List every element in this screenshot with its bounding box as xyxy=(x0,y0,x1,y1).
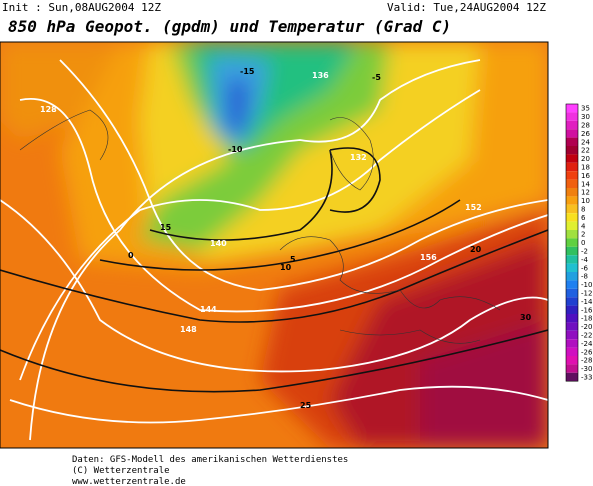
colorbar-swatch xyxy=(566,171,578,180)
contour-label: 30 xyxy=(520,313,532,322)
colorbar-label: 22 xyxy=(581,147,590,155)
colorbar-label: -28 xyxy=(581,357,592,365)
colorbar-swatch xyxy=(566,246,578,256)
colorbar-swatch xyxy=(566,162,578,172)
map-field xyxy=(0,42,548,448)
colorbar-swatch xyxy=(566,179,578,188)
colorbar-label: -20 xyxy=(581,323,592,331)
colorbar-swatch xyxy=(566,120,578,130)
colorbar-swatch xyxy=(566,104,578,113)
colorbar-swatch xyxy=(566,314,578,323)
contour-label: 144 xyxy=(200,305,217,314)
colorbar-label: -30 xyxy=(581,365,592,373)
colorbar-label: -8 xyxy=(581,273,588,281)
colorbar-frame xyxy=(565,103,579,382)
footer-url: www.wetterzentrale.de xyxy=(72,477,186,486)
colorbar-swatch xyxy=(566,339,578,348)
colorbar-label: -26 xyxy=(581,348,593,356)
contour-label: -5 xyxy=(372,73,381,82)
colorbar-swatch xyxy=(566,238,578,247)
colorbar-swatch xyxy=(566,112,578,121)
map-title: 850 hPa Geopot. (gpdm) und Temperatur (G… xyxy=(8,17,451,36)
colorbar-label: -4 xyxy=(581,256,589,264)
colorbar-label: 20 xyxy=(581,155,590,163)
colorbar-swatch xyxy=(566,288,578,298)
contour-label: 25 xyxy=(300,401,312,410)
colorbar-label: -22 xyxy=(581,332,592,340)
colorbar-swatch xyxy=(566,263,578,272)
colorbar-swatch xyxy=(566,280,578,289)
colorbar-swatch xyxy=(566,221,578,230)
colorbar-label: 16 xyxy=(581,172,590,180)
colorbar-label: 14 xyxy=(581,180,590,188)
contour-label: 140 xyxy=(210,239,227,248)
colorbar-label: 18 xyxy=(581,164,590,172)
colorbar-swatch xyxy=(566,196,578,205)
colorbar-swatch xyxy=(566,129,578,138)
contour-label: 152 xyxy=(465,203,482,212)
colorbar-swatch xyxy=(566,146,578,155)
colorbar-swatch xyxy=(566,372,578,382)
colorbar-label: -10 xyxy=(581,281,592,289)
contour-label: 136 xyxy=(312,71,329,80)
contour-label: 0 xyxy=(128,251,134,260)
colorbar-swatch xyxy=(566,188,578,197)
init-time: Init : Sun,08AUG2004 12Z xyxy=(2,1,161,14)
contour-label: 148 xyxy=(180,325,197,334)
colorbar-label: 6 xyxy=(581,214,586,222)
contour-label: 5 xyxy=(290,255,296,264)
footer-data: Daten: GFS-Modell des amerikanischen Wet… xyxy=(72,455,348,465)
contour-label: -15 xyxy=(240,67,255,76)
contour-label: 156 xyxy=(420,253,437,262)
colorbar-swatch xyxy=(566,347,578,356)
footer-copyright: (C) Wetterzentrale xyxy=(72,466,170,476)
colorbar-label: 12 xyxy=(581,189,590,197)
colorbar-label: -16 xyxy=(581,306,593,314)
geopotential-contours xyxy=(0,59,548,441)
colorbar-swatch xyxy=(566,356,578,365)
contour-label: 128 xyxy=(40,105,57,114)
colorbar-label: 28 xyxy=(581,122,590,130)
colorbar-label: 24 xyxy=(581,138,590,146)
colorbar-swatch xyxy=(566,272,578,281)
contour-label: 20 xyxy=(470,245,482,254)
colorbar-label: -33 xyxy=(581,374,592,382)
contour-label: 15 xyxy=(160,223,172,232)
colorbar-swatch xyxy=(566,213,578,222)
colorbar-label: 10 xyxy=(581,197,590,205)
colorbar-swatch xyxy=(566,322,578,331)
contour-label: 10 xyxy=(280,263,292,272)
colorbar-label: 2 xyxy=(581,231,585,239)
colorbar-swatch xyxy=(566,154,578,163)
colorbar-label: -24 xyxy=(581,340,593,348)
temperature-contours xyxy=(0,147,548,393)
contour-label: 132 xyxy=(350,153,367,162)
colorbar-label: -12 xyxy=(581,290,592,298)
colorbar-swatch xyxy=(566,364,578,373)
colorbar-label: 4 xyxy=(581,222,586,230)
colorbar-swatch xyxy=(566,330,578,340)
colorbar-label: -2 xyxy=(581,248,588,256)
colorbar-label: 0 xyxy=(581,239,585,247)
colorbar-label: 8 xyxy=(581,206,585,214)
colorbar-label: -18 xyxy=(581,315,592,323)
colorbar-label: 35 xyxy=(581,105,590,113)
colorbar-label: 26 xyxy=(581,130,590,138)
colorbar-swatch xyxy=(566,255,578,264)
colorbar-swatch xyxy=(566,230,578,239)
valid-time: Valid: Tue,24AUG2004 12Z xyxy=(387,1,546,14)
colorbar-label: -14 xyxy=(581,298,593,306)
contour-label: -10 xyxy=(228,145,243,154)
colorbar-swatch xyxy=(566,204,578,214)
colorbar-label: 30 xyxy=(581,113,590,121)
colorbar-swatch xyxy=(566,305,578,314)
colorbar-label: -6 xyxy=(581,264,589,272)
map-frame xyxy=(0,41,549,449)
colorbar-swatch xyxy=(566,297,578,306)
colorbar-swatch xyxy=(566,137,578,146)
coastlines xyxy=(19,109,501,344)
